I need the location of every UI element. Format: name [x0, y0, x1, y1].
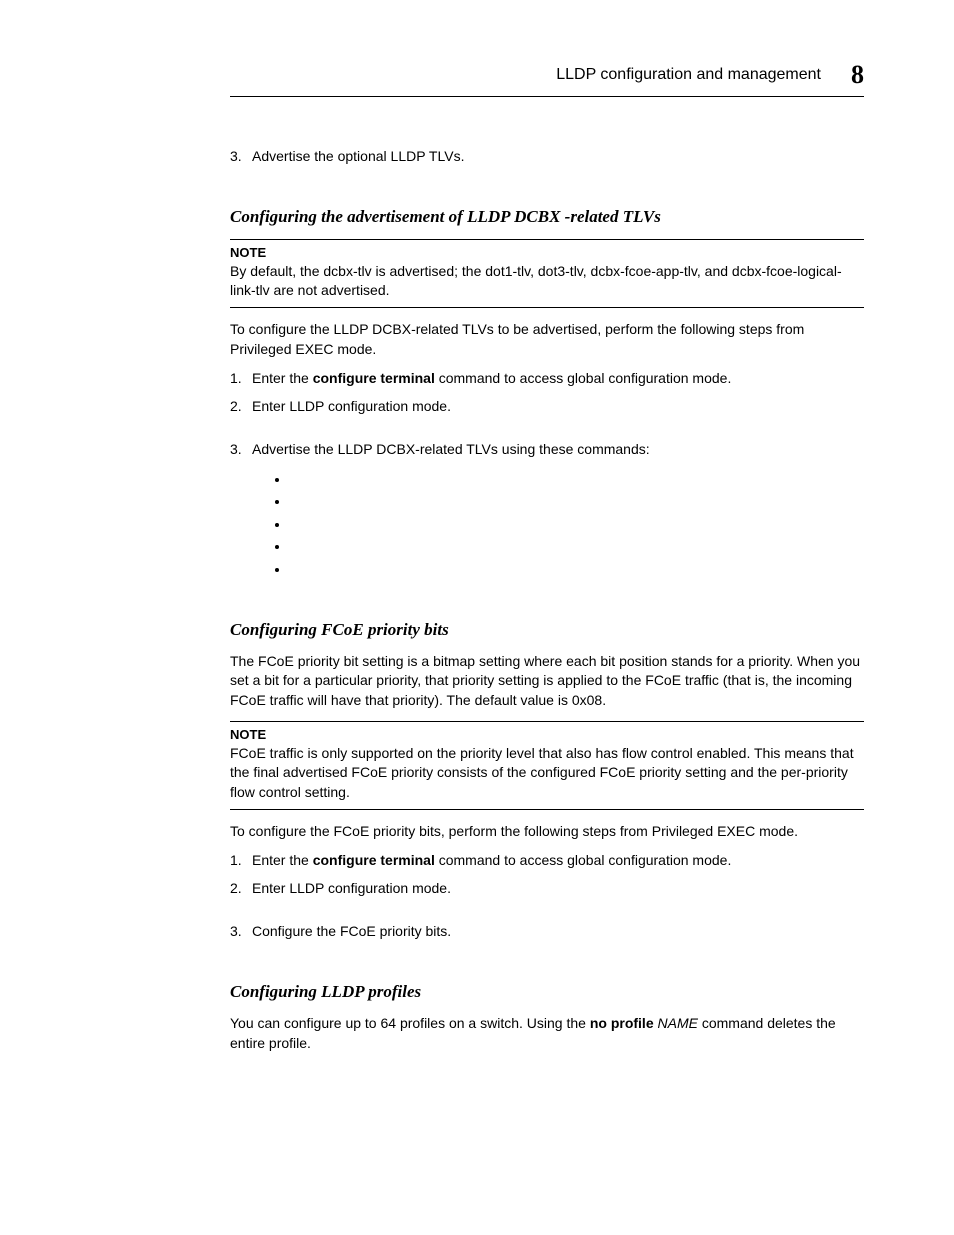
- list-text: Enter LLDP configuration mode.: [252, 397, 864, 417]
- bullet-item: [290, 558, 864, 580]
- note-text: FCoE traffic is only supported on the pr…: [230, 744, 864, 803]
- list-number: 3.: [230, 922, 252, 942]
- command-text: no profile: [590, 1015, 654, 1031]
- list-item: 2. Enter LLDP configuration mode.: [230, 879, 864, 899]
- list-text: Advertise the optional LLDP TLVs.: [252, 147, 864, 167]
- text: You can configure up to 64 profiles on a…: [230, 1015, 590, 1031]
- list-text: Advertise the LLDP DCBX-related TLVs usi…: [252, 440, 864, 460]
- list-text: Enter the configure terminal command to …: [252, 369, 864, 389]
- list-number: 2.: [230, 397, 252, 417]
- note-label: NOTE: [230, 726, 864, 744]
- list-text: Enter LLDP configuration mode.: [252, 879, 864, 899]
- text: Enter the: [252, 852, 313, 868]
- command-text: configure terminal: [313, 370, 435, 386]
- paragraph: To configure the LLDP DCBX-related TLVs …: [230, 320, 864, 359]
- bullet-item: [290, 535, 864, 557]
- chapter-number: 8: [851, 60, 864, 90]
- list-item: 3. Advertise the LLDP DCBX-related TLVs …: [230, 440, 864, 460]
- argument-text: NAME: [658, 1015, 698, 1031]
- paragraph: The FCoE priority bit setting is a bitma…: [230, 652, 864, 711]
- section-heading-dcbx: Configuring the advertisement of LLDP DC…: [230, 207, 864, 227]
- bullet-item: [290, 490, 864, 512]
- text: command to access global configuration m…: [435, 370, 732, 386]
- list-text: Enter the configure terminal command to …: [252, 851, 864, 871]
- header-title: LLDP configuration and management: [556, 66, 821, 84]
- list-number: 3.: [230, 440, 252, 460]
- text: command to access global configuration m…: [435, 852, 732, 868]
- list-number: 1.: [230, 369, 252, 389]
- note-label: NOTE: [230, 244, 864, 262]
- command-text: configure terminal: [313, 852, 435, 868]
- list-number: 2.: [230, 879, 252, 899]
- section-heading-profiles: Configuring LLDP profiles: [230, 982, 864, 1002]
- bullet-list: [290, 468, 864, 580]
- list-item: 3. Configure the FCoE priority bits.: [230, 922, 864, 942]
- text: Enter the: [252, 370, 313, 386]
- paragraph: To configure the FCoE priority bits, per…: [230, 822, 864, 842]
- note-block: NOTE By default, the dcbx-tlv is adverti…: [230, 239, 864, 308]
- list-number: 3.: [230, 147, 252, 167]
- bullet-item: [290, 513, 864, 535]
- page: LLDP configuration and management 8 3. A…: [0, 0, 954, 1235]
- list-number: 1.: [230, 851, 252, 871]
- page-header: LLDP configuration and management 8: [230, 60, 864, 97]
- list-item: 1. Enter the configure terminal command …: [230, 851, 864, 871]
- bullet-item: [290, 468, 864, 490]
- list-item: 3. Advertise the optional LLDP TLVs.: [230, 147, 864, 167]
- list-item: 1. Enter the configure terminal command …: [230, 369, 864, 389]
- section-heading-fcoe: Configuring FCoE priority bits: [230, 620, 864, 640]
- paragraph: You can configure up to 64 profiles on a…: [230, 1014, 864, 1053]
- note-text: By default, the dcbx-tlv is advertised; …: [230, 262, 864, 301]
- note-block: NOTE FCoE traffic is only supported on t…: [230, 721, 864, 810]
- list-text: Configure the FCoE priority bits.: [252, 922, 864, 942]
- list-item: 2. Enter LLDP configuration mode.: [230, 397, 864, 417]
